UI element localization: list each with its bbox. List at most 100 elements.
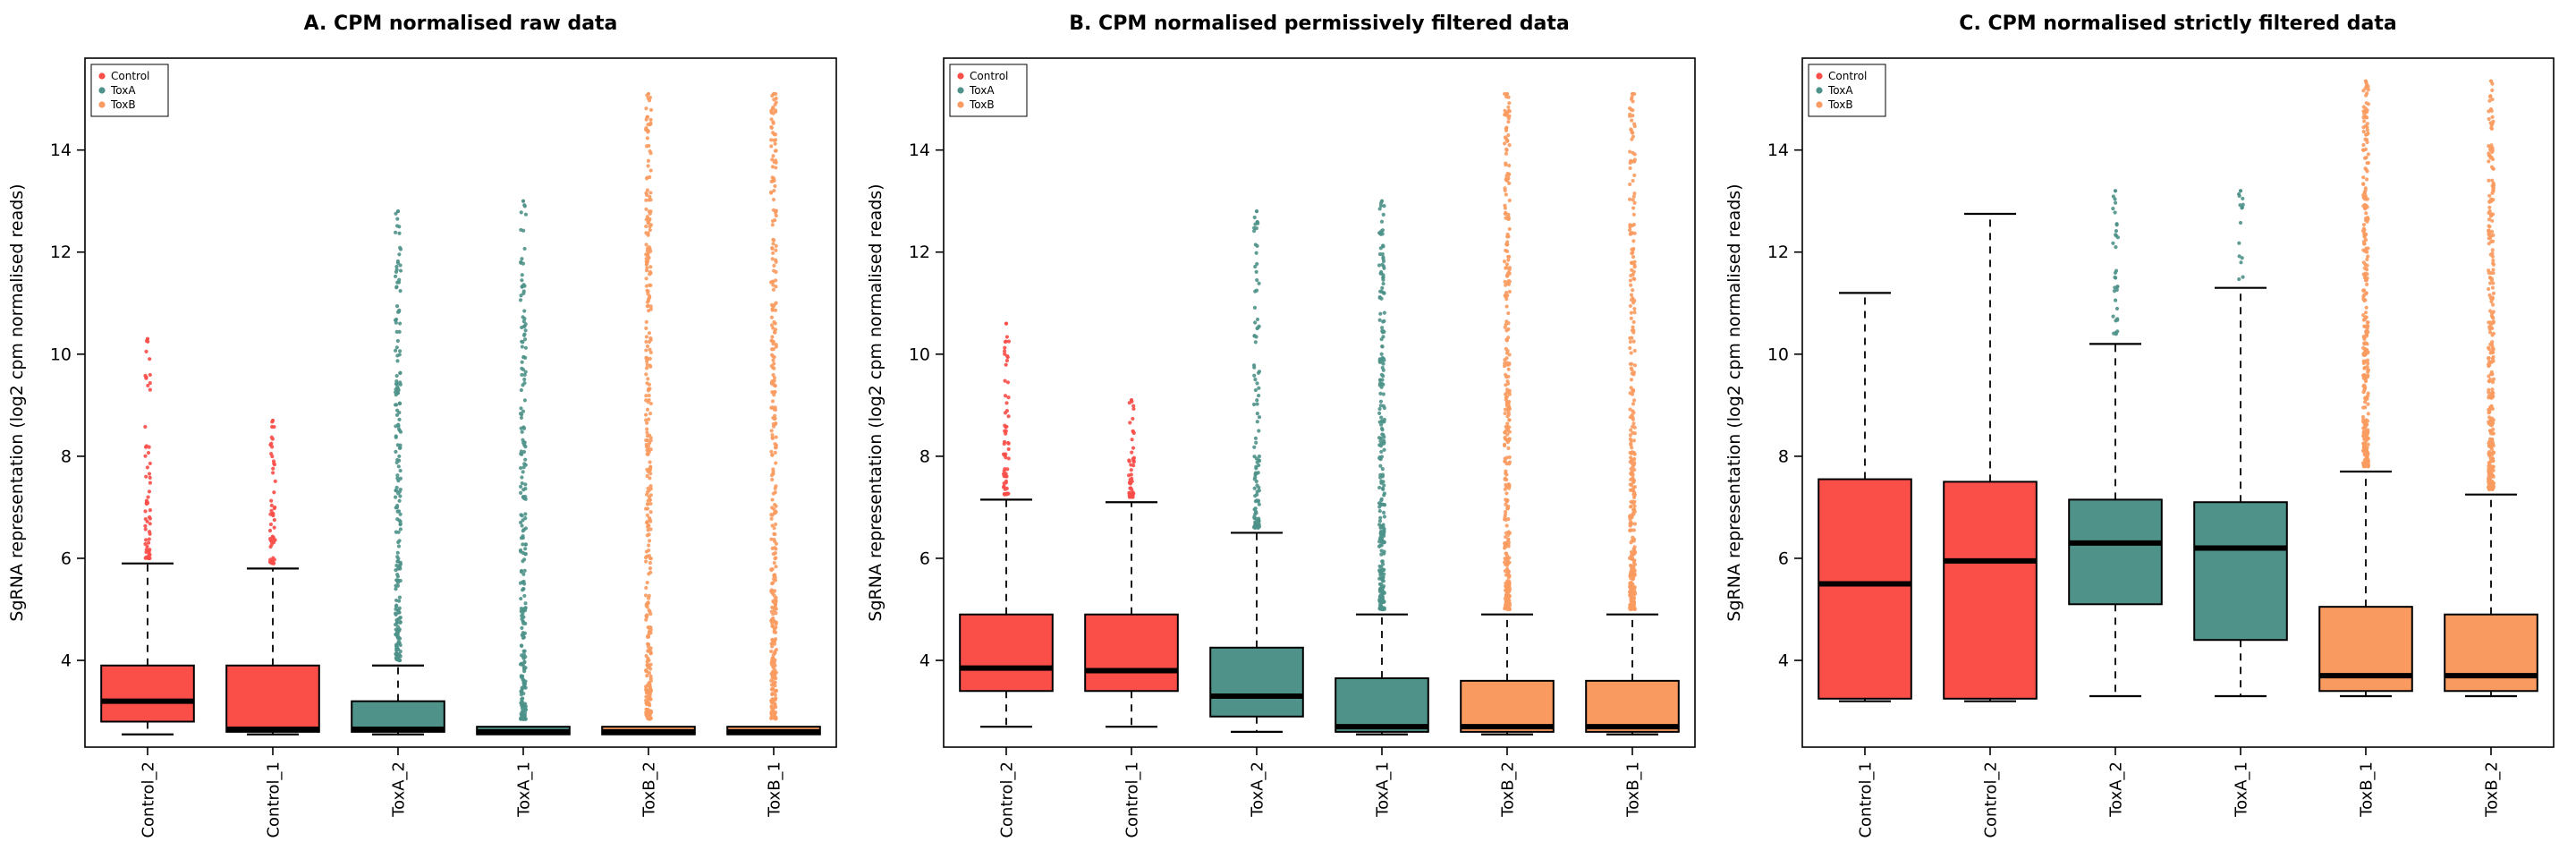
legend-label-Control: Control [111, 70, 149, 82]
panel-b-title: B. CPM normalised permissively filtered … [1069, 13, 1570, 35]
outlier-points [643, 91, 654, 721]
outlier-points [1126, 398, 1137, 499]
legend-label-Control: Control [1828, 70, 1867, 82]
x-tick-label: Control_2 [140, 761, 158, 838]
x-tick-label: ToxB_1 [1624, 761, 1643, 818]
box [225, 664, 320, 733]
panel-c: C. CPM normalised strictly filtered data… [1717, 0, 2576, 859]
y-tick-label: 10 [50, 344, 72, 364]
boxplot-ToxA_1: ToxA_1 [476, 199, 571, 818]
outlier-points [1251, 209, 1262, 530]
x-tick-label: ToxA_2 [2107, 761, 2126, 818]
boxplot-ToxA_2: ToxA_2 [351, 209, 445, 818]
x-tick-label: Control_2 [998, 761, 1017, 838]
boxplot-ToxB_1: ToxB_1 [2318, 79, 2413, 818]
x-tick-label: ToxB_2 [1499, 761, 1518, 818]
y-tick-label: 14 [1767, 140, 1789, 160]
boxplot-ToxA_1: ToxA_1 [1335, 199, 1429, 818]
legend-label-ToxB: ToxB [969, 98, 995, 111]
y-tick-label: 12 [1767, 242, 1789, 262]
box [100, 664, 195, 723]
box [2444, 613, 2538, 693]
y-axis: 4 6 8 10 12 14 [909, 140, 944, 671]
outlier-points [1377, 199, 1387, 612]
box [1460, 679, 1555, 733]
x-tick-label: ToxB_2 [640, 761, 659, 818]
legend-label-ToxA: ToxA [969, 84, 995, 97]
legend-swatch-ToxB [957, 101, 964, 108]
legend-label-ToxA: ToxA [110, 84, 136, 97]
outlier-points [1001, 321, 1012, 497]
outlier-points [518, 199, 529, 721]
y-tick-label: 8 [919, 447, 930, 466]
y-tick-label: 8 [1778, 447, 1789, 466]
y-tick-label: 4 [1778, 651, 1789, 671]
y-tick-label: 10 [909, 344, 930, 364]
legend-swatch-Control [98, 72, 106, 80]
legend-swatch-ToxA [1816, 87, 1823, 94]
legend-swatch-Control [1816, 72, 1823, 80]
plot-border [84, 57, 837, 748]
panel-a: A. CPM normalised raw data 4 6 8 10 12 14 SgRN… [0, 0, 859, 859]
y-tick-label: 14 [909, 140, 930, 160]
x-tick-label: ToxB_1 [2358, 761, 2377, 818]
y-axis-label: SgRNA representation (log2 cpm normalise… [7, 183, 27, 621]
box [2068, 498, 2163, 606]
x-tick-label: ToxB_1 [766, 761, 784, 818]
boxplot-Control_2: Control_2 [100, 336, 195, 838]
legend-label-ToxA: ToxA [1827, 84, 1853, 97]
panel-b: B. CPM normalised permissively filtered … [859, 0, 1717, 859]
y-tick-label: 14 [50, 140, 72, 160]
x-tick-label: ToxA_1 [1374, 761, 1393, 818]
outlier-points [2486, 79, 2496, 492]
boxplot-ToxB_2: ToxB_2 [2444, 79, 2538, 818]
y-axis: 4 6 8 10 12 14 [1767, 140, 1802, 671]
boxplot-Control_1: Control_1 [1818, 292, 1912, 838]
outlier-points [1502, 91, 1513, 612]
x-tick-label: Control_2 [1982, 761, 2001, 838]
boxplot-ToxB_1: ToxB_1 [726, 91, 821, 818]
panel-c-chart: 4 6 8 10 12 14 SgRNA representation (log2 cpm … [1724, 57, 2555, 838]
outlier-points [2360, 79, 2371, 469]
legend-label-Control: Control [970, 70, 1008, 82]
outlier-points [2236, 189, 2245, 282]
y-tick-label: 8 [61, 447, 72, 466]
y-tick-label: 12 [50, 242, 72, 262]
box [1335, 677, 1429, 733]
panel-a-chart: 4 6 8 10 12 14 SgRNA representation (log2 cpm … [7, 57, 837, 838]
outlier-points [267, 418, 277, 566]
box [1818, 478, 1912, 700]
outlier-points [1627, 91, 1638, 612]
x-tick-label: ToxA_1 [2233, 761, 2251, 818]
plot-border [943, 57, 1696, 748]
outlier-points [393, 209, 403, 663]
x-tick-label: Control_1 [1857, 761, 1876, 838]
box [1943, 481, 2038, 700]
legend-swatch-ToxB [98, 101, 106, 108]
y-axis-label: SgRNA representation (log2 cpm normalise… [1724, 183, 1744, 621]
plot-border [1801, 57, 2555, 748]
legend-swatch-ToxB [1816, 101, 1823, 108]
box [959, 613, 1054, 693]
legend-label-ToxB: ToxB [1827, 98, 1853, 111]
boxplot-ToxB_2: ToxB_2 [601, 91, 696, 818]
y-axis: 4 6 8 10 12 14 [50, 140, 85, 671]
boxplot-ToxB_2: ToxB_2 [1460, 91, 1555, 818]
x-tick-label: ToxA_1 [515, 761, 534, 818]
x-tick-label: ToxB_2 [2483, 761, 2502, 818]
outlier-points [768, 91, 779, 721]
y-tick-label: 12 [909, 242, 930, 262]
x-tick-label: ToxA_2 [1249, 761, 1267, 818]
outlier-points [2111, 189, 2121, 336]
legend-label-ToxB: ToxB [110, 98, 136, 111]
boxplot-Control_2: Control_2 [1943, 212, 2038, 838]
boxplot-Control_1: Control_1 [1084, 398, 1179, 838]
legend-swatch-ToxA [98, 87, 106, 94]
box [2193, 501, 2288, 642]
y-tick-label: 10 [1767, 344, 1789, 364]
x-tick-label: Control_1 [1123, 761, 1142, 838]
